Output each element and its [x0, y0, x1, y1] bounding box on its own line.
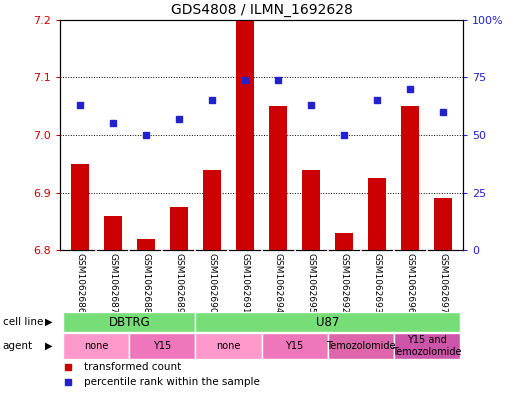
Bar — [335, 233, 353, 250]
Bar — [130, 333, 196, 359]
Text: cell line: cell line — [3, 317, 43, 327]
Bar — [236, 20, 254, 250]
Text: Temozolomide: Temozolomide — [326, 341, 395, 351]
Bar — [368, 178, 386, 250]
Text: Y15: Y15 — [153, 341, 172, 351]
Text: GSM1062695: GSM1062695 — [306, 253, 315, 313]
Text: Y15 and
Temozolomide: Y15 and Temozolomide — [392, 336, 461, 357]
Text: GSM1062693: GSM1062693 — [372, 253, 382, 313]
Text: GSM1062689: GSM1062689 — [175, 253, 184, 313]
Text: Y15: Y15 — [286, 341, 304, 351]
Text: GSM1062692: GSM1062692 — [339, 253, 348, 313]
Text: agent: agent — [3, 341, 33, 351]
Bar — [196, 312, 460, 332]
Bar — [434, 198, 452, 250]
Bar — [327, 333, 393, 359]
Text: GSM1062691: GSM1062691 — [241, 253, 249, 313]
Text: GSM1062697: GSM1062697 — [439, 253, 448, 313]
Text: GSM1062694: GSM1062694 — [274, 253, 282, 313]
Text: GSM1062690: GSM1062690 — [208, 253, 217, 313]
Text: DBTRG: DBTRG — [109, 316, 150, 329]
Bar — [137, 239, 155, 250]
Text: GSM1062696: GSM1062696 — [405, 253, 415, 313]
Title: GDS4808 / ILMN_1692628: GDS4808 / ILMN_1692628 — [170, 3, 353, 17]
Text: none: none — [84, 341, 109, 351]
Bar — [63, 312, 196, 332]
Bar — [170, 207, 188, 250]
Bar — [262, 333, 327, 359]
Text: percentile rank within the sample: percentile rank within the sample — [84, 376, 260, 387]
Bar — [393, 333, 460, 359]
Text: none: none — [217, 341, 241, 351]
Text: GSM1062686: GSM1062686 — [75, 253, 84, 313]
Bar — [269, 106, 287, 250]
Text: U87: U87 — [316, 316, 339, 329]
Text: GSM1062687: GSM1062687 — [108, 253, 118, 313]
Text: ▶: ▶ — [45, 341, 52, 351]
Bar — [302, 170, 320, 250]
Bar — [71, 164, 89, 250]
Bar — [104, 216, 122, 250]
Text: transformed count: transformed count — [84, 362, 181, 372]
Bar — [401, 106, 419, 250]
Text: GSM1062688: GSM1062688 — [141, 253, 151, 313]
Bar — [63, 333, 130, 359]
Bar — [203, 170, 221, 250]
Text: ▶: ▶ — [45, 317, 52, 327]
Bar — [196, 333, 262, 359]
